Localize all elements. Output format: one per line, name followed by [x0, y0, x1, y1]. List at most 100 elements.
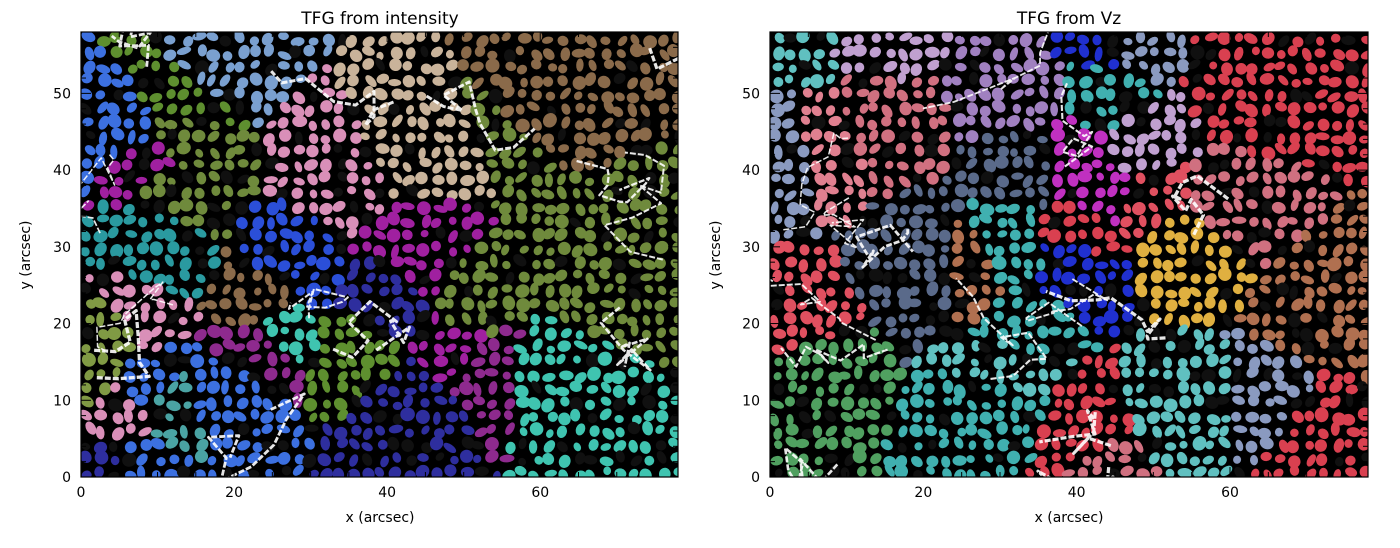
granule: [654, 299, 668, 312]
granule: [333, 452, 345, 463]
granule: [434, 297, 447, 310]
granule: [977, 428, 992, 439]
granule: [210, 160, 223, 170]
granule: [179, 288, 190, 299]
granule: [334, 426, 348, 441]
granule: [419, 157, 432, 168]
granule: [801, 188, 815, 197]
granule: [176, 141, 191, 155]
granule: [179, 408, 192, 422]
granule: [1077, 383, 1088, 394]
granule: [520, 413, 530, 427]
granule: [386, 228, 401, 243]
granule: [219, 74, 231, 87]
granule: [1231, 384, 1245, 394]
granule: [388, 424, 404, 434]
granule: [1096, 299, 1108, 309]
granule: [374, 425, 386, 436]
granule: [1165, 289, 1178, 299]
granule: [379, 368, 391, 380]
granule: [1066, 115, 1078, 125]
granule: [774, 188, 784, 199]
granule: [571, 48, 587, 58]
granule: [210, 366, 219, 379]
granule: [109, 214, 123, 227]
granule: [926, 281, 939, 297]
granule: [181, 171, 194, 184]
granule: [574, 226, 587, 239]
granule: [1265, 398, 1275, 407]
granule: [1024, 46, 1035, 61]
granule: [627, 103, 638, 118]
granule: [1037, 227, 1050, 238]
granule: [183, 401, 192, 409]
granule: [99, 186, 109, 199]
granule: [909, 36, 923, 46]
granule: [252, 428, 261, 437]
granule: [460, 174, 476, 187]
y-tick-label: 50: [53, 86, 71, 102]
granule: [981, 402, 992, 410]
granule: [81, 185, 91, 198]
granule: [925, 315, 936, 326]
granule: [237, 174, 250, 184]
granule: [1276, 50, 1286, 59]
granule: [94, 45, 106, 58]
granule: [394, 370, 403, 382]
granule: [1247, 394, 1260, 407]
granule: [1022, 436, 1035, 449]
granule: [1009, 229, 1021, 241]
granule: [294, 328, 305, 341]
granule: [929, 117, 939, 130]
granule: [940, 90, 953, 104]
granule: [336, 244, 347, 254]
granule: [196, 102, 206, 115]
granule: [459, 381, 474, 396]
granule: [966, 469, 976, 477]
granule: [1287, 45, 1298, 57]
granule: [1276, 282, 1290, 296]
granule: [1164, 230, 1175, 241]
granule: [1025, 106, 1035, 117]
granule: [786, 89, 797, 99]
granule: [673, 314, 678, 326]
granule: [1007, 441, 1021, 452]
panel-title: TFG from intensity: [300, 9, 458, 29]
granule: [1123, 203, 1132, 214]
granule: [310, 271, 320, 281]
granule: [407, 116, 417, 128]
granule: [1109, 343, 1121, 354]
granule: [153, 310, 167, 324]
granule: [97, 352, 109, 365]
granule: [1301, 171, 1314, 181]
granule: [927, 344, 939, 354]
granule: [843, 202, 851, 213]
granule: [248, 354, 262, 363]
granule: [408, 287, 418, 296]
granule: [900, 409, 910, 420]
granule: [374, 204, 385, 215]
granule: [123, 408, 133, 423]
granule: [857, 466, 867, 477]
granule: [899, 345, 912, 355]
granule: [922, 369, 934, 379]
granule: [1147, 36, 1159, 46]
granule: [1357, 188, 1368, 199]
granule: [334, 328, 345, 340]
granule: [658, 467, 671, 477]
granule: [1258, 381, 1272, 392]
granule: [617, 285, 626, 294]
granule: [912, 240, 926, 254]
granule: [943, 397, 953, 406]
granule: [630, 273, 644, 285]
granule: [1019, 33, 1033, 48]
granule: [378, 398, 389, 407]
granule: [184, 454, 194, 467]
granule: [278, 129, 292, 142]
granule: [1318, 159, 1330, 170]
granule: [210, 148, 220, 160]
granule: [1161, 130, 1172, 141]
granule: [884, 160, 894, 170]
